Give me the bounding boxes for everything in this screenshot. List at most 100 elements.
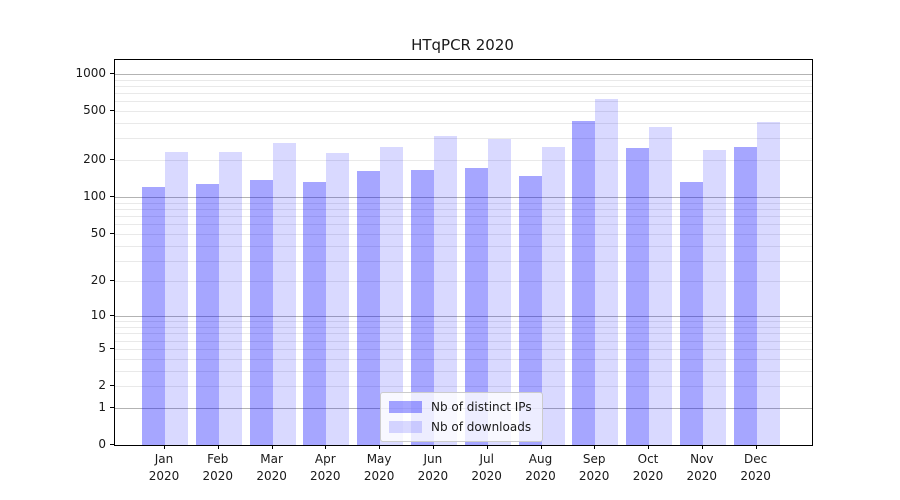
gridline-minor [115, 281, 812, 283]
gridline-minor [115, 79, 812, 81]
x-tick-mark [594, 445, 596, 449]
y-tick-label: 5 [98, 340, 106, 355]
y-tick-mark [110, 347, 114, 349]
x-tick-label: Nov 2020 [686, 452, 718, 483]
gridline-minor [115, 233, 812, 235]
x-tick-mark [164, 445, 165, 449]
y-tick-mark [110, 232, 114, 234]
gridline-major [115, 316, 812, 318]
bar-downloads [595, 99, 619, 445]
y-tick-mark [110, 72, 114, 74]
bar-downloads [218, 151, 242, 445]
bar-downloads [541, 146, 565, 445]
x-tick-label: Jan 2020 [148, 452, 180, 483]
x-tick-mark [217, 445, 219, 449]
x-tick-mark [540, 445, 542, 449]
x-tick-mark [432, 445, 434, 449]
gridline-minor [115, 160, 812, 162]
gridline-minor [115, 224, 812, 226]
legend-label-downloads: Nb of downloads [431, 420, 532, 434]
gridline-minor [115, 93, 812, 94]
legend-label-distinct-ips: Nb of distinct IPs [431, 400, 532, 414]
gridline-minor [115, 111, 812, 112]
legend: Nb of distinct IPs Nb of downloads [380, 392, 543, 442]
y-tick-label: 2 [98, 377, 106, 392]
x-tick-label: Dec 2020 [740, 452, 771, 483]
y-tick-mark [110, 159, 114, 161]
gridline-minor [115, 202, 812, 204]
x-tick-label: Oct 2020 [632, 452, 664, 483]
chart-title: HTqPCR 2020 [411, 36, 514, 54]
x-tick-mark [271, 445, 273, 449]
bar-distinct-ips [518, 175, 542, 445]
gridline-minor [115, 370, 812, 372]
bar-distinct-ips [357, 170, 381, 445]
gridline-minor [115, 216, 812, 217]
bar-distinct-ips [410, 170, 434, 445]
gridline-major [115, 197, 812, 199]
bar-downloads [756, 122, 780, 445]
gridline-minor [115, 333, 812, 335]
gridline-minor [115, 245, 812, 247]
bar-downloads [326, 152, 350, 445]
x-tick-label: Feb 2020 [202, 452, 234, 483]
y-tick-mark [110, 315, 114, 317]
bar-downloads [272, 142, 296, 445]
y-tick-label: 20 [90, 273, 106, 288]
bar-distinct-ips [303, 181, 327, 445]
y-tick-label: 10 [90, 308, 106, 323]
bar-downloads [380, 146, 404, 445]
y-tick-label: 100 [83, 189, 106, 204]
gridline-minor [115, 123, 812, 124]
y-tick-label: 1000 [75, 65, 106, 80]
y-tick-mark [110, 280, 114, 282]
x-tick-mark [701, 445, 703, 449]
legend-item-downloads: Nb of downloads [389, 420, 532, 434]
x-tick-mark [755, 445, 757, 449]
bar-distinct-ips [733, 147, 757, 445]
y-tick-mark [110, 406, 114, 408]
x-tick-label: Mar 2020 [256, 452, 287, 483]
y-tick-label: 200 [83, 152, 106, 167]
y-tick-label: 50 [90, 225, 106, 240]
bar-distinct-ips [572, 121, 596, 445]
bar-distinct-ips [249, 179, 273, 445]
bar-downloads [702, 149, 726, 445]
bar-distinct-ips [142, 186, 165, 445]
y-tick-label: 0 [98, 437, 106, 451]
bar-distinct-ips [195, 183, 219, 445]
y-tick-mark [110, 196, 114, 198]
gridline-minor [115, 101, 812, 103]
bar-distinct-ips [464, 167, 488, 445]
bar-downloads [165, 151, 188, 445]
gridline-minor [115, 208, 812, 210]
x-tick-mark [648, 445, 649, 449]
gridline-minor [115, 327, 812, 328]
x-tick-mark [379, 445, 381, 449]
legend-item-distinct-ips: Nb of distinct IPs [389, 400, 532, 414]
bar-downloads [487, 138, 511, 445]
plot-area [114, 59, 813, 446]
gridline-minor [115, 321, 812, 323]
gridline-minor [115, 348, 812, 350]
y-tick-mark [110, 444, 114, 445]
legend-swatch-distinct-ips-icon [389, 401, 422, 413]
gridline-major [115, 73, 812, 75]
y-tick-mark [110, 385, 114, 386]
bar-distinct-ips [626, 147, 649, 445]
bar-downloads [433, 136, 457, 445]
y-tick-label: 500 [83, 103, 106, 118]
gridline-minor [115, 138, 812, 140]
x-tick-label: Sep 2020 [578, 452, 610, 483]
x-tick-label: Jun 2020 [417, 452, 449, 483]
gridline-minor [115, 386, 812, 387]
legend-swatch-downloads-icon [389, 421, 422, 433]
gridline-minor [115, 358, 812, 360]
x-tick-label: Jul 2020 [471, 452, 502, 483]
x-tick-mark [325, 445, 327, 449]
y-tick-mark [110, 110, 114, 111]
x-tick-label: Apr 2020 [310, 452, 341, 483]
x-tick-label: Aug 2020 [525, 452, 556, 483]
x-tick-mark [486, 445, 488, 449]
